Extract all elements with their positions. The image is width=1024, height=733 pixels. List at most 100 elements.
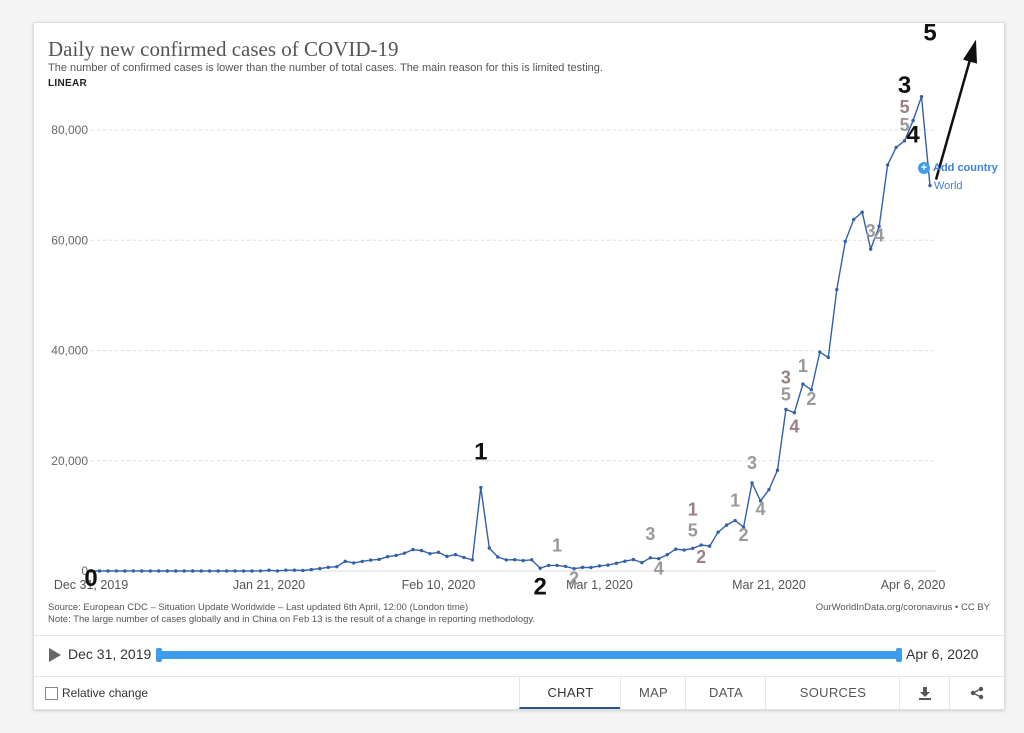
data-point — [674, 547, 678, 551]
data-point — [284, 568, 288, 572]
tab-map[interactable]: MAP — [620, 676, 686, 709]
data-point — [106, 569, 110, 573]
data-point — [470, 558, 475, 562]
data-point — [419, 548, 424, 553]
note-line: Note: The large number of cases globally… — [48, 614, 536, 625]
annotation-number: 5 — [900, 115, 910, 135]
annotation-number: 3 — [866, 221, 876, 241]
data-point — [826, 355, 831, 360]
data-point — [275, 569, 280, 573]
relative-change-toggle[interactable]: Relative change — [45, 686, 148, 700]
timeline-range-bar[interactable] — [158, 651, 900, 659]
data-point — [352, 561, 356, 565]
data-point — [572, 566, 576, 571]
data-point — [724, 523, 729, 527]
annotation-number: 2 — [696, 547, 706, 567]
data-point — [157, 569, 161, 573]
data-point — [860, 210, 864, 214]
data-point — [716, 530, 720, 534]
data-point — [657, 556, 661, 561]
data-point — [309, 567, 314, 572]
timeline-start-date: Dec 31, 2019 — [68, 646, 152, 662]
x-tick-label: Mar 1, 2020 — [566, 578, 633, 592]
data-point — [682, 548, 686, 552]
y-tick-label: 20,000 — [51, 454, 88, 468]
data-point — [792, 410, 797, 415]
data-point — [148, 569, 153, 573]
data-point — [394, 553, 398, 558]
checkbox[interactable] — [45, 686, 58, 700]
data-point — [775, 468, 780, 472]
data-point — [140, 569, 144, 573]
annotation-number: 3 — [747, 453, 757, 473]
annotation-number: 1 — [730, 491, 740, 511]
data-point — [928, 183, 932, 188]
data-point — [597, 564, 602, 568]
share-icon — [970, 686, 984, 699]
plus-icon: + — [918, 162, 930, 174]
annotation-number: 2 — [739, 525, 749, 545]
tab-data[interactable]: DATA — [685, 676, 766, 709]
data-point — [852, 217, 856, 222]
owid-credit[interactable]: OurWorldInData.org/coronavirus • CC BY — [815, 602, 990, 613]
data-point — [318, 566, 322, 571]
data-point — [835, 287, 839, 292]
data-point — [343, 559, 347, 564]
annotation-number: 3 — [898, 72, 911, 99]
y-tick-label: 60,000 — [51, 233, 88, 247]
y-tick-label: 0 — [81, 564, 88, 578]
annotation-number: 4 — [654, 559, 664, 579]
data-point — [250, 569, 254, 573]
data-point — [114, 569, 119, 573]
data-point — [479, 485, 483, 490]
scale-toggle[interactable]: LINEAR — [48, 78, 88, 89]
data-point — [767, 487, 771, 492]
annotation-number: 5 — [900, 97, 910, 117]
timeline-start-handle[interactable] — [156, 648, 162, 662]
data-point — [665, 552, 669, 557]
source-note: Source: European CDC – Situation Update … — [48, 602, 535, 626]
data-point — [224, 569, 229, 573]
data-point — [707, 544, 712, 548]
data-point — [555, 563, 559, 568]
data-point — [606, 563, 610, 567]
data-point — [496, 555, 500, 559]
data-point — [538, 566, 542, 570]
data-point — [902, 139, 907, 143]
annotation-number: 4 — [789, 417, 799, 437]
data-point — [428, 551, 432, 556]
data-point — [877, 224, 881, 228]
data-point — [182, 569, 186, 573]
data-point — [919, 95, 924, 99]
data-point — [589, 565, 593, 570]
annotation-number: 4 — [874, 225, 884, 245]
annotation-number: 2 — [569, 569, 579, 589]
data-point — [131, 569, 136, 573]
add-country-label: Add country — [933, 162, 998, 174]
annotation-number: 3 — [645, 524, 655, 544]
add-country-button[interactable]: + Add country — [918, 162, 998, 174]
data-point — [801, 382, 805, 386]
play-icon[interactable] — [49, 648, 61, 662]
y-tick-label: 80,000 — [51, 123, 88, 137]
data-point — [445, 554, 449, 559]
data-point — [691, 546, 695, 551]
data-point — [911, 118, 915, 123]
data-point — [631, 557, 636, 562]
data-point — [123, 569, 127, 573]
download-icon — [919, 686, 931, 700]
annotation-number: 1 — [688, 499, 698, 519]
arrow-head — [963, 39, 977, 64]
data-point — [216, 569, 220, 573]
timeline-end-handle[interactable] — [896, 648, 902, 662]
data-point — [436, 550, 441, 555]
y-tick-label: 40,000 — [51, 344, 88, 358]
tab-chart[interactable]: CHART — [519, 676, 621, 709]
download-button[interactable] — [899, 676, 950, 709]
annotation-number: 4 — [755, 499, 765, 519]
data-point — [487, 546, 492, 550]
data-point — [504, 558, 508, 562]
data-point — [385, 555, 390, 559]
tab-sources[interactable]: SOURCES — [765, 676, 900, 709]
share-button[interactable] — [949, 676, 1004, 709]
